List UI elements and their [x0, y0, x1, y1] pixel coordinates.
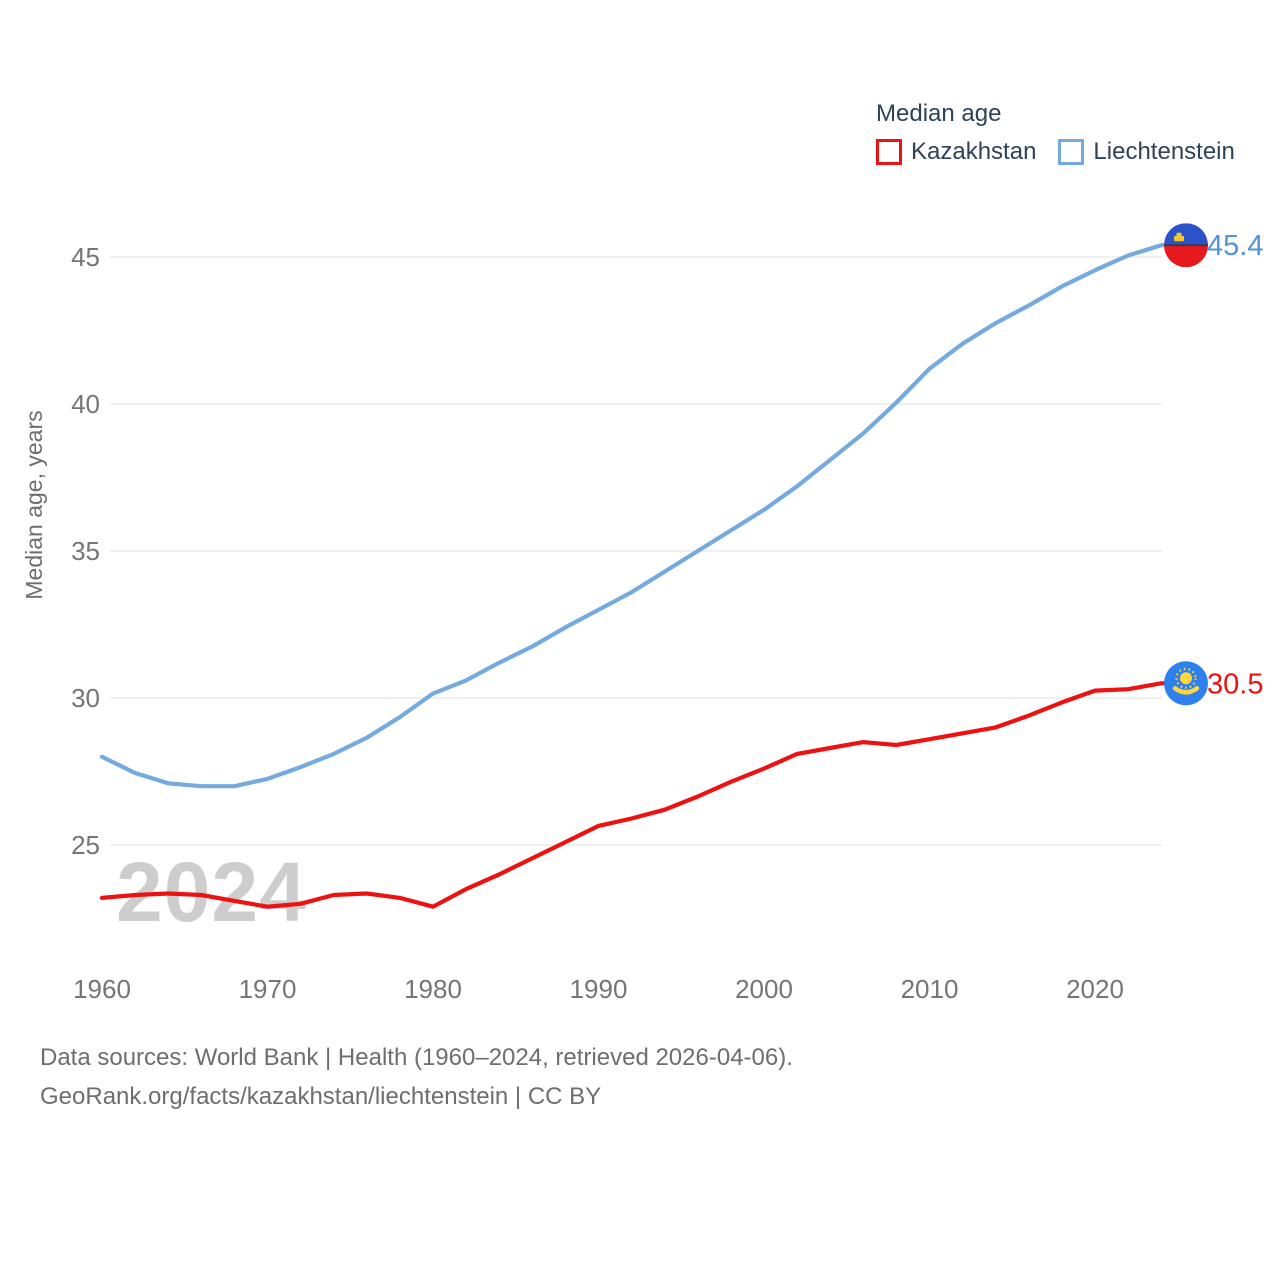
kazakhstan-flag-eagle: [1172, 686, 1200, 695]
x-tick-label: 2000: [735, 974, 793, 1004]
footer: Data sources: World Bank | Health (1960–…: [40, 1038, 793, 1116]
legend-item-label: Kazakhstan: [911, 138, 1037, 165]
y-axis-title: Median age, years: [21, 410, 47, 599]
y-tick-label: 40: [71, 389, 100, 419]
liechtenstein-flag-red-band: [1164, 245, 1208, 268]
liechtenstein-end-value: 45.4: [1207, 230, 1263, 262]
x-tick-label: 1960: [73, 974, 131, 1004]
kazakhstan-line: [99, 681, 1170, 909]
legend-item-kazakhstan[interactable]: Kazakhstan: [876, 138, 1036, 166]
y-tick-label: 45: [71, 242, 100, 272]
liechtenstein-line: [99, 243, 1170, 789]
watermark-year: 2024: [116, 845, 307, 939]
x-tick-label: 2010: [901, 974, 959, 1004]
liechtenstein-flag-crown-top: [1176, 232, 1182, 237]
legend-item-label: Liechtenstein: [1093, 138, 1235, 165]
liechtenstein-flag-crown: [1174, 235, 1184, 242]
y-tick-label: 35: [71, 536, 100, 566]
x-tick-label: 1990: [570, 974, 628, 1004]
legend-title: Median age: [876, 100, 1002, 127]
kazakhstan-end-value: 30.5: [1207, 668, 1263, 700]
x-tick-label: 1980: [404, 974, 462, 1004]
liechtenstein-swatch-icon: [1058, 139, 1085, 165]
legend-item-liechtenstein[interactable]: Liechtenstein: [1058, 138, 1235, 166]
legend-items: Kazakhstan Liechtenstein: [876, 138, 1235, 166]
legend: Median age Kazakhstan Liechtenstein: [876, 100, 1235, 166]
x-tick-label: 2020: [1066, 974, 1124, 1004]
x-tick-label: 1970: [239, 974, 297, 1004]
kazakhstan-flag-rays: [1175, 667, 1197, 689]
kazakhstan-flag-sun: [1180, 672, 1192, 685]
footer-link-line: GeoRank.org/facts/kazakhstan/liechtenste…: [40, 1083, 602, 1110]
liechtenstein-flag-icon: [1164, 223, 1208, 246]
y-tick-label: 25: [71, 830, 100, 860]
footer-source-line: Data sources: World Bank | Health (1960–…: [40, 1044, 793, 1071]
y-tick-label: 30: [71, 683, 100, 713]
kazakhstan-swatch-icon: [876, 139, 902, 165]
liechtenstein-flag-divider: [1164, 244, 1208, 247]
